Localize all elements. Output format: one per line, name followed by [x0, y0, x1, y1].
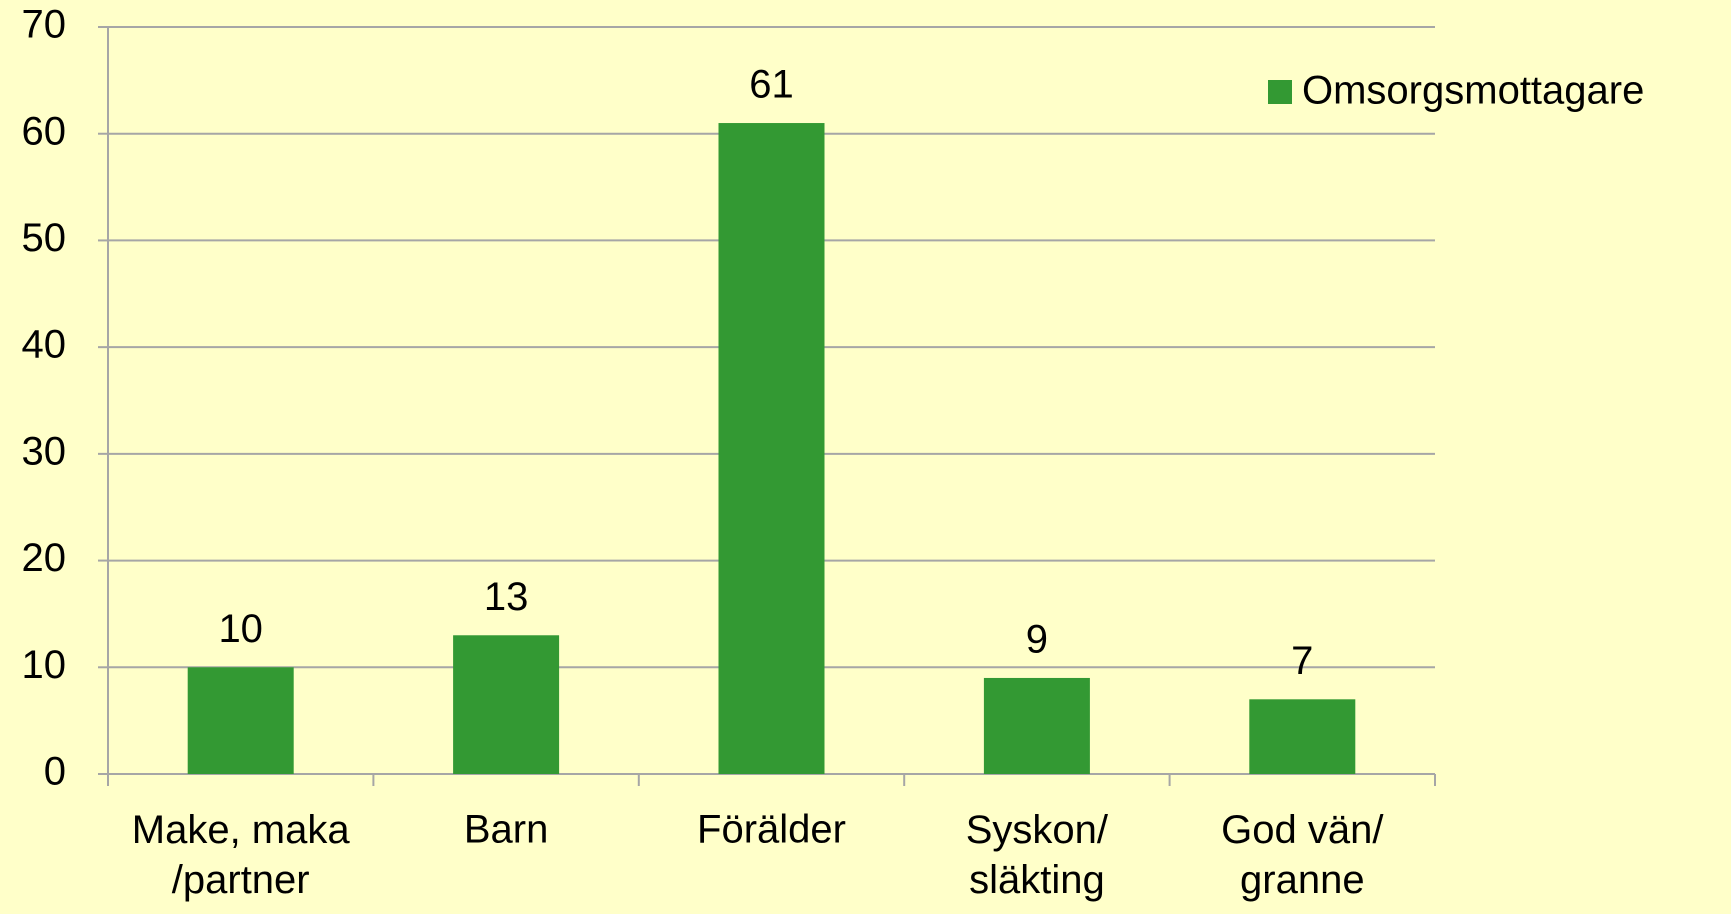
- bar: [718, 123, 825, 775]
- y-tick-label: 20: [22, 536, 67, 580]
- y-tick-label: 50: [22, 216, 67, 260]
- y-tick-label: 10: [22, 643, 67, 687]
- data-label: 9: [1026, 618, 1048, 662]
- bar: [187, 667, 294, 774]
- data-label: 10: [218, 607, 263, 651]
- y-tick-label: 60: [22, 109, 67, 153]
- legend-label: Omsorgsmottagare: [1302, 69, 1644, 113]
- data-label: 13: [484, 575, 529, 619]
- x-tick-label: Syskon/släkting: [966, 808, 1109, 902]
- bar: [983, 677, 1090, 774]
- x-tick-label: Make, maka/partner: [132, 808, 351, 902]
- data-label: 61: [749, 63, 794, 107]
- legend-swatch: [1268, 80, 1292, 104]
- bar: [1249, 699, 1356, 774]
- data-label: 7: [1291, 639, 1313, 683]
- x-tick-label: Förälder: [697, 808, 846, 852]
- y-tick-label: 70: [22, 3, 67, 47]
- bar: [453, 635, 560, 774]
- y-tick-label: 30: [22, 429, 67, 473]
- x-tick-label: God vän/granne: [1221, 808, 1384, 902]
- y-tick-label: 0: [44, 750, 66, 794]
- y-tick-label: 40: [22, 323, 67, 367]
- x-tick-label: Barn: [464, 808, 549, 852]
